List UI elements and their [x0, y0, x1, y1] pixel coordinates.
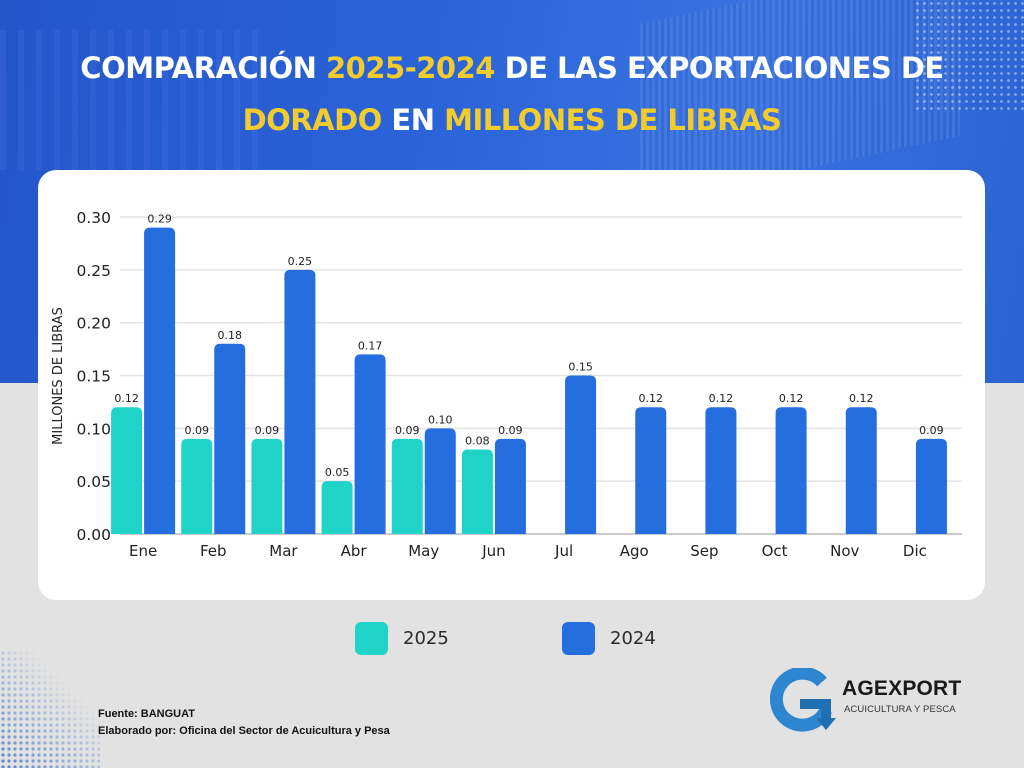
y-tick-label: 0.05 — [76, 473, 111, 491]
y-tick-label: 0.20 — [76, 315, 111, 333]
bar-2024-oct — [775, 407, 807, 534]
bar-2025-feb — [181, 438, 213, 534]
x-tick-label: Oct — [762, 542, 788, 560]
decorative-chart-streak — [0, 30, 260, 170]
legend-label-2025: 2025 — [403, 628, 449, 649]
bar-2024-abr — [354, 354, 386, 534]
bar-2024-jul — [565, 375, 597, 534]
x-tick-label: Dic — [903, 542, 927, 560]
title-highlight: MILLONES DE LIBRAS — [444, 103, 782, 137]
agexport-g-arrow-icon — [770, 668, 836, 732]
bar-2025-jun — [461, 449, 493, 534]
page-title: COMPARACIÓN 2025-2024 DE LAS EXPORTACION… — [0, 42, 1024, 146]
agexport-logo: AGEXPORT ACUICULTURA Y PESCA — [770, 668, 980, 734]
y-tick-label: 0.30 — [76, 209, 111, 227]
data-label: 0.05 — [325, 466, 350, 479]
x-tick-label: Ene — [129, 542, 157, 560]
data-label: 0.12 — [114, 392, 139, 405]
data-label: 0.09 — [919, 424, 944, 437]
x-tick-label: Nov — [830, 542, 859, 560]
title-highlight: 2025-2024 — [326, 51, 495, 85]
x-tick-label: Sep — [690, 542, 718, 560]
data-label: 0.18 — [218, 329, 243, 342]
bar-2024-ene — [144, 227, 176, 535]
data-label: 0.25 — [288, 255, 313, 268]
data-label: 0.17 — [358, 339, 383, 352]
data-label: 0.29 — [147, 213, 172, 226]
x-tick-label: May — [408, 542, 439, 560]
title-text: DE LAS EXPORTACIONES DE — [494, 51, 945, 85]
logo-name: AGEXPORT — [842, 677, 962, 700]
bar-2025-ene — [111, 407, 143, 534]
x-tick-label: Abr — [341, 542, 368, 560]
legend-swatch-2025 — [355, 622, 388, 655]
bar-2024-may — [424, 428, 456, 534]
decorative-dot-pattern — [914, 0, 1024, 110]
legend-swatch-2024 — [562, 622, 595, 655]
x-tick-label: Ago — [620, 542, 649, 560]
data-label: 0.15 — [568, 361, 593, 374]
bar-2025-may — [391, 438, 423, 534]
source-text: Fuente: BANGUAT — [98, 708, 195, 720]
data-label: 0.10 — [428, 413, 453, 426]
y-tick-label: 0.10 — [76, 420, 111, 438]
y-axis-title: MILLONES DE LIBRAS — [51, 307, 66, 445]
legend-item-2025: 2025 — [355, 622, 449, 655]
bar-2024-feb — [214, 343, 246, 534]
chart-legend: 2025 2024 — [355, 622, 695, 656]
x-tick-label: Jun — [481, 542, 505, 560]
title-text: COMPARACIÓN — [80, 51, 326, 85]
x-tick-label: Mar — [269, 542, 298, 560]
data-label: 0.09 — [498, 424, 523, 437]
y-tick-label: 0.15 — [76, 368, 111, 386]
decorative-dot-pattern-bottom — [0, 650, 100, 768]
data-label: 0.09 — [255, 424, 280, 437]
data-label: 0.12 — [779, 392, 804, 405]
legend-item-2024: 2024 — [562, 622, 656, 655]
data-label: 0.12 — [639, 392, 664, 405]
x-tick-label: Jul — [554, 542, 573, 560]
data-label: 0.09 — [395, 424, 420, 437]
bar-2025-abr — [321, 481, 353, 534]
data-label: 0.08 — [465, 434, 490, 447]
bar-2024-nov — [845, 407, 877, 534]
y-tick-label: 0.00 — [76, 526, 111, 544]
bar-2025-mar — [251, 438, 283, 534]
data-label: 0.12 — [849, 392, 874, 405]
legend-label-2024: 2024 — [610, 628, 656, 649]
bar-2024-ago — [635, 407, 667, 534]
data-label: 0.12 — [709, 392, 734, 405]
bar-2024-sep — [705, 407, 737, 534]
author-text: Elaborado por: Oficina del Sector de Acu… — [98, 725, 390, 737]
title-text: EN — [381, 103, 445, 137]
data-label: 0.09 — [185, 424, 210, 437]
logo-subtitle: ACUICULTURA Y PESCA — [844, 704, 956, 715]
title-highlight: DORADO — [242, 103, 383, 137]
y-tick-label: 0.25 — [76, 262, 111, 280]
x-tick-label: Feb — [200, 542, 227, 560]
bar-2024-mar — [284, 269, 316, 534]
bar-2024-dic — [915, 438, 947, 534]
footer-credits: Fuente: BANGUAT Elaborado por: Oficina d… — [98, 706, 390, 740]
bar-2024-jun — [494, 438, 526, 534]
